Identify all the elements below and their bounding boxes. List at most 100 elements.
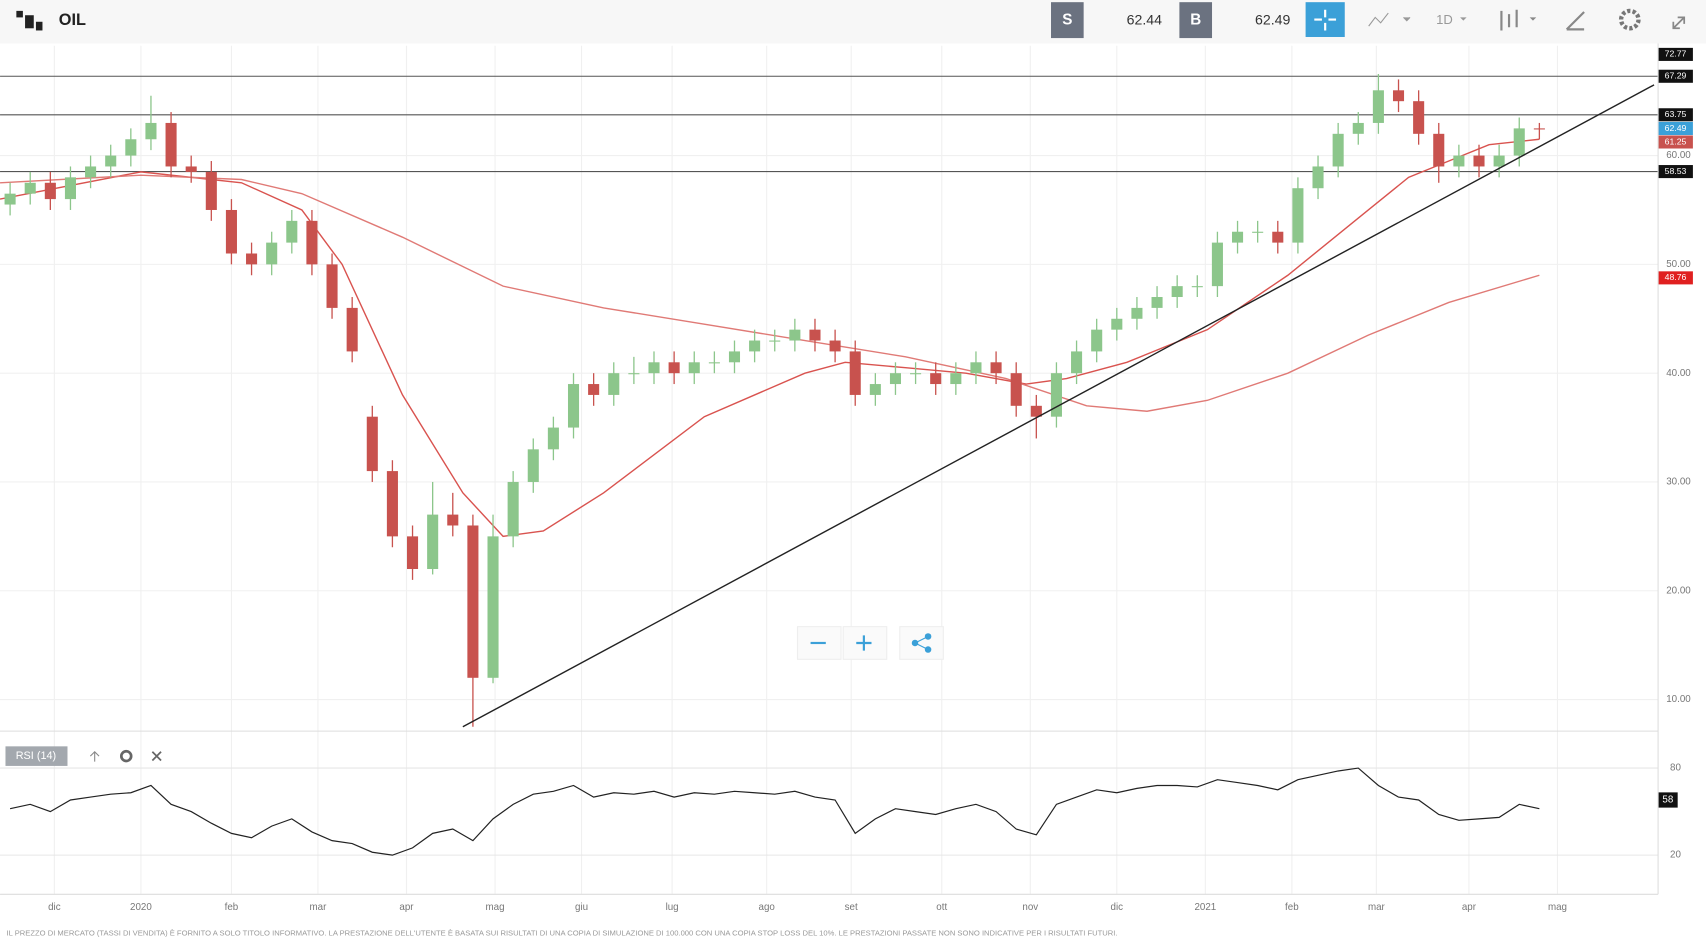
- crosshair-button[interactable]: [1305, 2, 1345, 37]
- share[interactable]: [899, 626, 944, 660]
- rsi-settings[interactable]: [119, 749, 133, 763]
- price-tag: [1658, 47, 1693, 61]
- trendline: [462, 84, 1655, 728]
- candle-body: [1493, 155, 1505, 167]
- zoom-in-icon: [856, 635, 872, 651]
- rsi-move-up[interactable]: [89, 751, 100, 762]
- fullscreen-button[interactable]: [1672, 16, 1686, 30]
- rsi-line: [9, 767, 1540, 856]
- price-tag: [1658, 165, 1693, 179]
- x-tick-label: mag: [486, 902, 505, 913]
- candle-body: [648, 362, 660, 374]
- candle-body: [668, 362, 680, 374]
- candle-body: [64, 177, 76, 200]
- moving-average: [0, 138, 1540, 538]
- candle-body: [1292, 188, 1304, 243]
- candle-body: [85, 166, 97, 178]
- candle-body: [688, 362, 700, 374]
- buy-button[interactable]: [1179, 2, 1213, 39]
- price-tag-label: 62.49: [1665, 123, 1687, 133]
- candle-body: [1513, 128, 1525, 156]
- x-tick-label: set: [845, 902, 858, 913]
- candle-body: [809, 329, 821, 341]
- symbol: OIL: [59, 11, 86, 29]
- candle-body: [970, 362, 982, 374]
- x-tick-label: 2021: [1194, 902, 1216, 913]
- price-tag: [1658, 271, 1693, 285]
- toolbar: [0, 0, 1706, 44]
- candle-body: [1050, 373, 1062, 417]
- candle-body: [547, 427, 559, 450]
- share-icon: [911, 633, 932, 653]
- price-tag: [1658, 121, 1693, 136]
- y-tick-label: 20.00: [1666, 585, 1691, 596]
- y-tick-label: 60.00: [1666, 150, 1691, 161]
- price-tag-label: 72.77: [1665, 49, 1687, 59]
- candle-body: [708, 362, 720, 364]
- buy-price: 62.49: [1255, 11, 1290, 27]
- candle-body: [749, 340, 761, 352]
- candle-body: [990, 362, 1002, 374]
- x-tick-label: lug: [666, 902, 679, 913]
- zoom-out[interactable]: [796, 626, 842, 660]
- indicator-button[interactable]: [1368, 12, 1411, 27]
- candle-body: [407, 536, 419, 570]
- chart-layer: dic 2020 feb mar apr mag giu lug ago set ott nov dic…: [0, 45, 1693, 913]
- candle-body: [487, 536, 499, 678]
- price-tag: [1658, 69, 1693, 83]
- candle-body: [588, 384, 600, 395]
- candle-body: [1352, 122, 1364, 134]
- candle-body: [1533, 128, 1545, 130]
- candle-body: [205, 171, 217, 210]
- rsi-current-label: 58: [1662, 795, 1673, 806]
- y-tick-label: 40.00: [1666, 368, 1691, 379]
- candle-body: [346, 307, 358, 352]
- candle-body: [1473, 155, 1485, 167]
- candle-body: [910, 373, 922, 375]
- timeframe-caret: [1460, 17, 1467, 21]
- price-tag-label: 58.53: [1665, 166, 1687, 176]
- candle-body: [789, 329, 801, 341]
- candle-body: [467, 525, 479, 678]
- sell-price: 62.44: [1127, 11, 1162, 27]
- candle-body: [1151, 297, 1163, 308]
- candle-body: [628, 373, 640, 375]
- candle-body: [266, 242, 278, 265]
- candle-body: [769, 340, 781, 342]
- candle-body: [1071, 351, 1083, 374]
- x-tick-label: mag: [1548, 902, 1567, 913]
- candle-body: [125, 139, 137, 156]
- candle-body: [4, 193, 16, 205]
- candle-body: [1312, 166, 1324, 189]
- rsi-current-tag: [1658, 792, 1678, 808]
- rsi-label-box[interactable]: [5, 746, 68, 766]
- candle-body: [326, 264, 338, 308]
- x-tick-label: giu: [575, 902, 588, 913]
- x-tick-label: 2020: [130, 902, 152, 913]
- draw-button[interactable]: [1565, 11, 1585, 31]
- candle-body: [608, 373, 620, 395]
- sell-button[interactable]: [1051, 2, 1084, 39]
- candle-body: [1030, 405, 1042, 417]
- candle-body: [366, 416, 378, 472]
- y-tick-label: 50.00: [1666, 259, 1691, 270]
- candle-body: [527, 449, 539, 482]
- settings-button[interactable]: [1618, 8, 1641, 31]
- chart-type-button[interactable]: [1500, 9, 1537, 31]
- candle-body: [567, 384, 580, 428]
- symbol-icon: [16, 10, 43, 31]
- candle-body: [1232, 231, 1244, 243]
- price-tag-label: 48.76: [1665, 272, 1687, 282]
- zoom-in[interactable]: [842, 626, 888, 660]
- candle-body: [889, 373, 902, 385]
- price-tag-label: 67.29: [1665, 71, 1687, 81]
- x-tick-label: dic: [1111, 902, 1124, 913]
- timeframe[interactable]: 1D: [1436, 12, 1453, 27]
- rsi-close[interactable]: [151, 751, 162, 762]
- candle-body: [1453, 155, 1465, 167]
- rsi-tick-label: 20: [1670, 850, 1681, 861]
- candle-body: [165, 122, 177, 167]
- candle-body: [1332, 133, 1344, 167]
- candle-body: [507, 481, 519, 537]
- candle-body: [869, 384, 881, 395]
